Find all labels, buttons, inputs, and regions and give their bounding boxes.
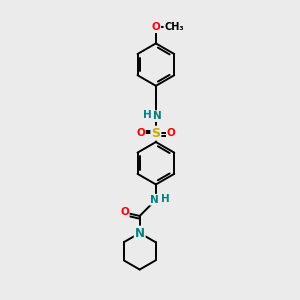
Text: O: O [120,207,129,218]
Text: CH₃: CH₃ [164,22,184,32]
Text: O: O [136,128,145,138]
Text: O: O [167,128,176,138]
Text: H: H [143,110,152,120]
Text: N: N [150,195,159,205]
Text: N: N [153,111,162,121]
Text: H: H [161,194,170,204]
Text: O: O [152,22,160,32]
Text: N: N [135,226,145,239]
Text: S: S [152,127,160,140]
